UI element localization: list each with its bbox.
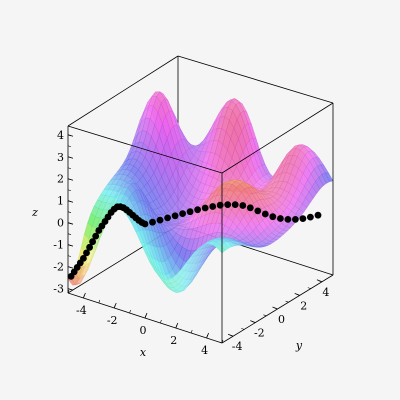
box-edge [221,102,334,174]
curve-point [86,243,93,251]
curve-point [149,218,156,226]
y-minor-tick [307,287,311,289]
x-minor-tick [190,329,193,334]
curve-point [299,215,307,223]
curve-point [201,204,209,212]
x-minor-tick [160,319,162,324]
z-minor-tick [67,145,72,148]
z-minor-tick [67,211,72,213]
surface [67,91,334,293]
y-tick-label: 2 [300,299,307,312]
curve-point [231,201,239,209]
z-tick-label: 4 [57,129,64,142]
curve-point [186,208,194,216]
curve-point [194,206,202,214]
box-edge [177,55,334,104]
y-minor-tick [274,307,278,310]
x-minor-tick [206,334,208,339]
z-minor-tick [67,222,72,224]
curve-point [156,216,164,224]
curve-point [164,214,172,222]
curve-point [83,249,90,257]
curve-point [292,216,299,223]
x-minor-tick [175,324,178,329]
curve-point [314,211,322,219]
y-minor-tick [241,328,245,330]
z-minor-tick [67,266,72,268]
y-minor-tick [252,321,256,323]
curve-point [261,210,269,218]
curve-point [224,201,232,209]
y-minor-tick [329,273,334,276]
curve-point [269,213,277,221]
z-minor-tick [67,156,72,159]
box-edge [67,55,179,127]
curve-point [284,216,292,223]
x-minor-tick [83,294,85,299]
y-tick-label: 0 [278,313,285,326]
curve-point [141,220,149,228]
curve-point [80,255,87,262]
y-axis-label: y [295,339,303,352]
y-tick-label: -4 [232,340,243,353]
curve-point [209,203,217,210]
surface-patch [217,245,226,254]
z-tick-label: -2 [53,261,64,274]
y-minor-tick [263,314,267,317]
curve-point [92,232,100,240]
z-tick-label: 0 [57,217,64,230]
box-edge [67,125,223,174]
y-minor-tick [230,334,234,337]
z-minor-tick [67,255,72,257]
x-minor-tick [221,339,224,344]
z-tick-label: -1 [53,239,64,252]
curve-point [89,238,96,246]
x-minor-tick [67,289,70,294]
curve-point [254,207,262,215]
z-tick-label: -3 [53,283,64,296]
y-minor-tick [296,294,300,296]
y-tick-label: 4 [322,286,329,299]
z-minor-tick [67,167,72,170]
z-minor-tick [67,233,72,235]
y-minor-tick [318,280,322,283]
y-minor-tick [285,300,289,303]
curve-point [179,210,187,218]
z-tick-label: 2 [57,173,64,186]
z-minor-tick [67,200,72,202]
x-minor-tick [98,299,101,304]
z-minor-tick [67,189,72,192]
z-minor-tick [67,244,72,246]
z-minor-tick [67,277,72,279]
curve-point [277,215,284,222]
curve-point [239,202,247,209]
x-minor-tick [144,314,147,319]
z-tick-label: 3 [57,151,64,164]
y-tick-label: -2 [254,327,265,340]
z-axis-label: z [31,206,38,219]
curve-point [246,204,254,212]
x-tick-label: -2 [107,314,118,327]
curve-points [67,201,322,280]
axes: -3 -2 -1 0 1 2 3 4 -4 -2 0 2 4 -4 -2 0 2 4 [53,129,334,357]
z-minor-tick [67,134,72,137]
curve-point [216,201,224,209]
x-axis-label: x [140,346,147,359]
z-tick-label: 1 [57,195,64,208]
x-minor-tick [113,304,116,309]
x-minor-tick [129,309,131,314]
x-tick-label: -4 [76,304,87,317]
curve-point [307,213,314,221]
z-minor-tick [67,288,72,290]
x-tick-label: 2 [170,334,177,347]
y-minor-tick [218,341,223,344]
z-minor-tick [67,178,72,181]
curve-point [171,212,179,220]
x-tick-label: 4 [201,344,208,357]
x-tick-label: 0 [140,324,147,337]
